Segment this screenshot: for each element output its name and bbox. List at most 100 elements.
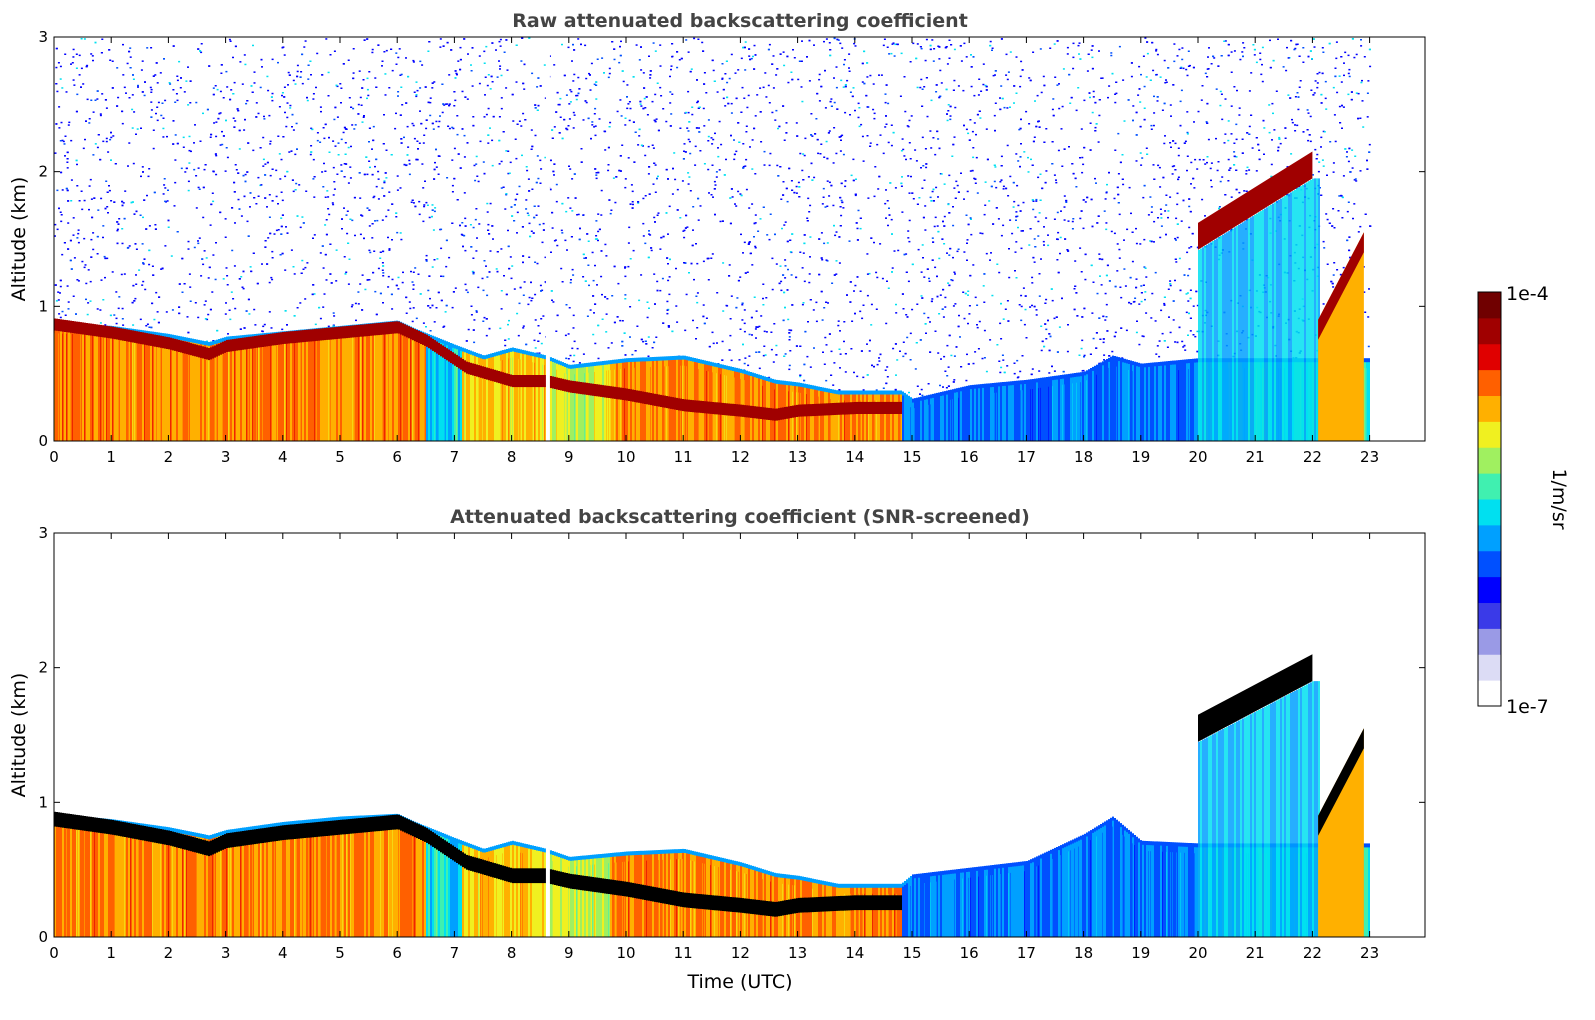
x-tick-label: 16	[960, 448, 979, 466]
x-tick-label: 5	[335, 944, 345, 962]
colorbar-segment	[1478, 550, 1501, 578]
data-gap	[545, 37, 550, 441]
x-tick-label: 10	[616, 944, 635, 962]
x-tick-label: 8	[507, 944, 517, 962]
x-tick-label: 22	[1303, 944, 1322, 962]
panel-raw-title: Raw attenuated backscattering coefficien…	[512, 10, 968, 32]
colorbar-unit-label: 1/m/sr	[1548, 468, 1570, 529]
colorbar-segment	[1478, 369, 1501, 397]
noise-speckle	[54, 37, 1372, 441]
y-tick-label: 3	[38, 524, 48, 542]
x-tick-label: 14	[845, 944, 864, 962]
x-tick-label: 16	[960, 944, 979, 962]
x-tick-label: 2	[164, 448, 174, 466]
panel-raw-plot-area	[54, 37, 1372, 441]
panel-screened-plot-area	[54, 533, 1370, 937]
x-tick-label: 23	[1360, 448, 1379, 466]
panel-raw-ticks: 0 1 2 3 4 5 6 7 8 9 10 11 12 13 14 15 16 17 18 19 20 21 22 2301…	[38, 28, 1425, 466]
panel-screened-xlabel: Time (UTC)	[686, 971, 792, 993]
y-tick-label: 2	[38, 163, 48, 181]
y-tick-label: 0	[38, 432, 48, 450]
colorbar-frame	[1477, 291, 1502, 707]
colorbar-max-label: 1e-4	[1506, 283, 1549, 305]
x-tick-label: 12	[731, 448, 750, 466]
y-tick-label: 0	[38, 928, 48, 946]
x-tick-label: 9	[564, 448, 574, 466]
x-tick-label: 15	[902, 448, 921, 466]
x-tick-label: 7	[450, 944, 460, 962]
tilted-cloud	[1318, 728, 1364, 937]
colorbar-segment	[1478, 654, 1501, 681]
x-tick-label: 10	[616, 448, 635, 466]
x-tick-label: 12	[731, 944, 750, 962]
x-tick-label: 6	[392, 448, 402, 466]
x-tick-label: 0	[49, 944, 59, 962]
x-tick-label: 2	[164, 944, 174, 962]
x-tick-label: 18	[1074, 448, 1093, 466]
x-tick-label: 4	[278, 944, 288, 962]
x-tick-label: 17	[1017, 944, 1036, 962]
y-tick-label: 2	[38, 659, 48, 677]
y-tick-label: 3	[38, 28, 48, 46]
panel-screened-ylabel: Altitude (km)	[8, 673, 30, 798]
panel-screened-title: Attenuated backscattering coefficient (S…	[450, 506, 1030, 528]
x-tick-label: 19	[1131, 448, 1150, 466]
panel-raw-ylabel: Altitude (km)	[8, 177, 30, 302]
colorbar-segment	[1478, 395, 1501, 422]
data-gap	[545, 533, 550, 937]
x-tick-label: 0	[49, 448, 59, 466]
colorbar-segment	[1478, 317, 1501, 345]
y-tick-label: 1	[38, 793, 48, 811]
colorbar-segment	[1478, 473, 1501, 500]
colorbar-gradient	[1478, 292, 1501, 707]
x-tick-label: 23	[1360, 944, 1379, 962]
colorbar-min-label: 1e-7	[1506, 696, 1549, 718]
x-tick-label: 1	[106, 944, 116, 962]
colorbar-segment	[1478, 602, 1501, 629]
tilted-cloud	[1318, 232, 1364, 441]
x-tick-label: 14	[845, 448, 864, 466]
elevated-cloud	[1198, 151, 1313, 250]
colorbar-segment	[1478, 680, 1501, 707]
colorbar: 1e-4 1e-7 1/m/sr	[1477, 283, 1570, 718]
boundary-layer-columns	[54, 681, 1370, 937]
panel-raw-frame	[53, 36, 1426, 442]
x-tick-label: 7	[450, 448, 460, 466]
elevated-cloud	[1198, 654, 1313, 742]
colorbar-segment	[1478, 421, 1501, 448]
x-tick-label: 13	[788, 944, 807, 962]
colorbar-segment	[1478, 343, 1501, 371]
x-tick-label: 8	[507, 448, 517, 466]
x-tick-label: 1	[106, 448, 116, 466]
x-tick-label: 11	[674, 448, 693, 466]
x-tick-label: 20	[1188, 448, 1207, 466]
panel-screened-ticks: 0 1 2 3 4 5 6 7 8 9 10 11 12 13 14 15 16 17 18 19 20 21 22 2301…	[38, 524, 1425, 962]
boundary-layer-columns	[54, 178, 1370, 441]
x-tick-label: 15	[902, 944, 921, 962]
x-tick-label: 6	[392, 944, 402, 962]
x-tick-label: 4	[278, 448, 288, 466]
x-tick-label: 18	[1074, 944, 1093, 962]
x-tick-label: 11	[674, 944, 693, 962]
x-tick-label: 21	[1246, 944, 1265, 962]
x-tick-label: 3	[221, 448, 231, 466]
x-tick-label: 13	[788, 448, 807, 466]
colorbar-segment	[1478, 499, 1501, 526]
colorbar-segment	[1478, 576, 1501, 604]
colorbar-segment	[1478, 628, 1501, 655]
y-tick-label: 1	[38, 297, 48, 315]
colorbar-segment	[1478, 447, 1501, 474]
panel-screened-frame	[53, 532, 1426, 938]
x-tick-label: 5	[335, 448, 345, 466]
colorbar-segment	[1478, 524, 1501, 552]
x-tick-label: 19	[1131, 944, 1150, 962]
panel-screened: Attenuated backscattering coefficient (S…	[8, 506, 1426, 993]
x-tick-label: 3	[221, 944, 231, 962]
panel-raw: Raw attenuated backscattering coefficien…	[8, 10, 1426, 466]
tilted-cloud-edge	[1318, 728, 1364, 836]
tilted-cloud-edge	[1318, 232, 1364, 340]
x-tick-label: 22	[1303, 448, 1322, 466]
x-tick-label: 17	[1017, 448, 1036, 466]
colorbar-segment	[1478, 292, 1501, 319]
